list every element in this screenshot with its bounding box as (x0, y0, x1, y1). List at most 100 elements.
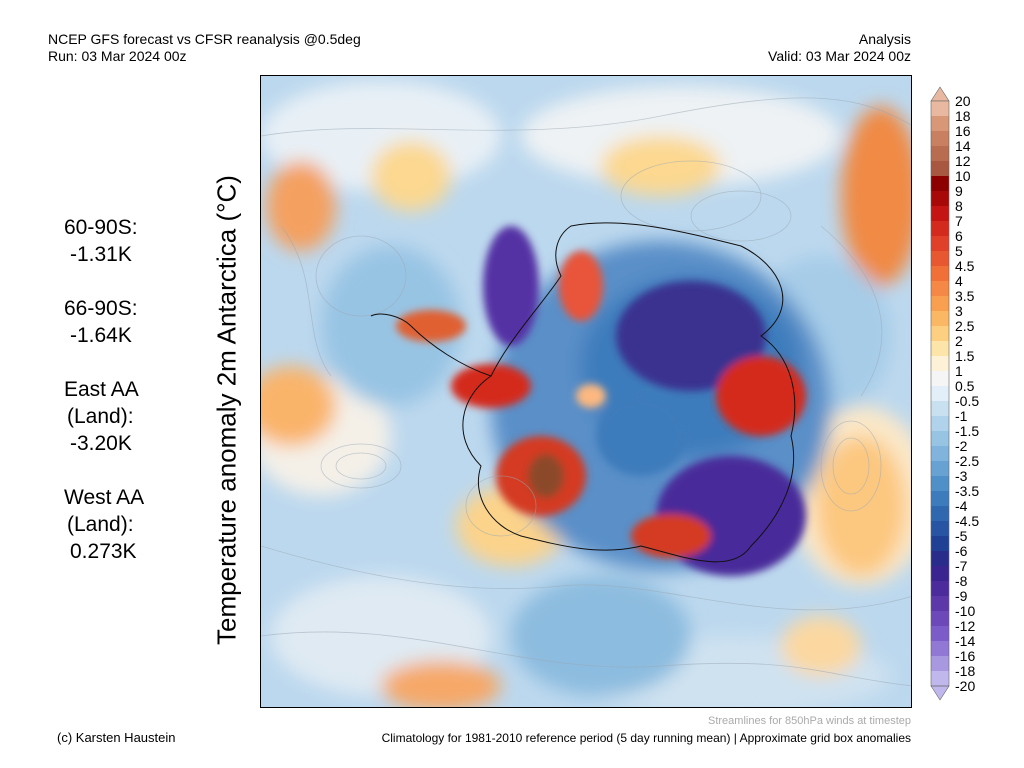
stat-west-aa: West AA (Land): 0.273K (64, 484, 144, 565)
colorbar-label: 14 (955, 138, 971, 154)
streamlines-note: Streamlines for 850hPa winds at timestep (708, 715, 911, 727)
colorbar-segment (931, 416, 949, 432)
run-time: Run: 03 Mar 2024 00z (48, 48, 187, 64)
colorbar-segment (931, 191, 949, 207)
colorbar-label: -4.5 (955, 513, 980, 529)
colorbar-segment (931, 116, 949, 132)
colorbar-segment (931, 581, 949, 597)
header-left: NCEP GFS forecast vs CFSR reanalysis @0.… (48, 31, 361, 65)
colorbar-label: 10 (955, 168, 971, 184)
stat-value: 0.273K (70, 540, 137, 563)
streamlines (261, 97, 911, 687)
colorbar-label: -3.5 (955, 483, 980, 499)
colorbar-segment (931, 566, 949, 582)
stat-east-aa: East AA (Land): -3.20K (64, 376, 144, 457)
stat-value: -1.31K (70, 243, 132, 266)
colorbar-segment (931, 626, 949, 642)
colorbar-segment (931, 506, 949, 522)
colorbar-segment (931, 161, 949, 177)
colorbar-label: 1.5 (955, 348, 975, 364)
anomaly-map (260, 75, 912, 708)
chart-title: NCEP GFS forecast vs CFSR reanalysis @0.… (48, 31, 361, 47)
stats-panel: 60-90S: -1.31K 66-90S: -1.64K East AA (L… (64, 214, 144, 592)
colorbar-top-arrow (930, 86, 950, 102)
stat-60-90s: 60-90S: -1.31K (64, 214, 144, 268)
colorbar-label: 1 (955, 363, 963, 379)
mode-label: Analysis (858, 31, 911, 47)
stat-label: West AA (64, 486, 145, 509)
colorbar-segment (931, 251, 949, 267)
colorbar-segment (931, 131, 949, 147)
colorbar-label: -10 (955, 603, 976, 619)
colorbar-label: 12 (955, 153, 971, 169)
peninsula-coast (370, 313, 492, 377)
stat-label: 60-90S: (64, 216, 138, 239)
colorbar-label: 6 (955, 228, 963, 244)
colorbar-segment (931, 221, 949, 237)
colorbar-label: 4.5 (955, 258, 975, 274)
colorbar-segment (931, 356, 949, 372)
colorbar-segment (931, 551, 949, 567)
stat-value: -3.20K (70, 432, 132, 455)
coastline (462, 222, 796, 563)
colorbar-segment (931, 446, 949, 462)
credit: (c) Karsten Haustein (57, 730, 176, 745)
colorbar-label: -7 (955, 558, 968, 574)
colorbar-segment (931, 101, 949, 117)
colorbar-segment (931, 431, 949, 447)
colorbar-label: -8 (955, 573, 968, 589)
valid-time: Valid: 03 Mar 2024 00z (768, 48, 911, 64)
stat-label-2: (Land): (67, 405, 134, 428)
anomaly-field (261, 81, 911, 707)
colorbar (930, 86, 950, 701)
colorbar-label: 8 (955, 198, 963, 214)
colorbar-segment (931, 491, 949, 507)
colorbar-segment (931, 386, 949, 402)
colorbar-segment (931, 536, 949, 552)
colorbar-label: 2 (955, 333, 963, 349)
colorbar-label: 4 (955, 273, 963, 289)
colorbar-segment (931, 341, 949, 357)
colorbar-label: -14 (955, 633, 976, 649)
colorbar-label: -6 (955, 543, 968, 559)
colorbar-label: 3.5 (955, 288, 975, 304)
colorbar-segment (931, 461, 949, 477)
colorbar-segment (931, 176, 949, 192)
colorbar-segment (931, 641, 949, 657)
stat-label: 66-90S: (64, 297, 138, 320)
colorbar-segment (931, 266, 949, 282)
climatology-note: Climatology for 1981-2010 reference peri… (381, 731, 911, 745)
map-svg (261, 76, 911, 707)
colorbar-bottom-arrow (930, 685, 950, 701)
colorbar-label: 20 (955, 93, 971, 109)
colorbar-segment (931, 521, 949, 537)
colorbar-segment (931, 296, 949, 312)
colorbar-segment (931, 311, 949, 327)
colorbar-label: -9 (955, 588, 968, 604)
colorbar-label: 3 (955, 303, 963, 319)
colorbar-segment (931, 611, 949, 627)
map-ylabel: Temperature anomaly 2m Antarctica (°C) (211, 175, 242, 645)
colorbar-segment (931, 656, 949, 672)
colorbar-label: 5 (955, 243, 963, 259)
colorbar-label: -1 (955, 408, 968, 424)
colorbar-svg (930, 86, 950, 701)
colorbar-label: -4 (955, 498, 968, 514)
colorbar-label: 7 (955, 213, 963, 229)
colorbar-segment (931, 476, 949, 492)
colorbar-segment (931, 671, 949, 687)
colorbar-label: -0.5 (955, 393, 980, 409)
colorbar-segment (931, 326, 949, 342)
colorbar-label: -5 (955, 528, 968, 544)
stat-value: -1.64K (70, 324, 132, 347)
colorbar-label: -3 (955, 468, 968, 484)
stat-66-90s: 66-90S: -1.64K (64, 295, 144, 349)
colorbar-label: 16 (955, 123, 971, 139)
colorbar-label: -12 (955, 618, 976, 634)
colorbar-label: -1.5 (955, 423, 980, 439)
colorbar-label: 0.5 (955, 378, 975, 394)
colorbar-label: 2.5 (955, 318, 975, 334)
colorbar-label: -16 (955, 648, 976, 664)
colorbar-segment (931, 401, 949, 417)
colorbar-label: 9 (955, 183, 963, 199)
